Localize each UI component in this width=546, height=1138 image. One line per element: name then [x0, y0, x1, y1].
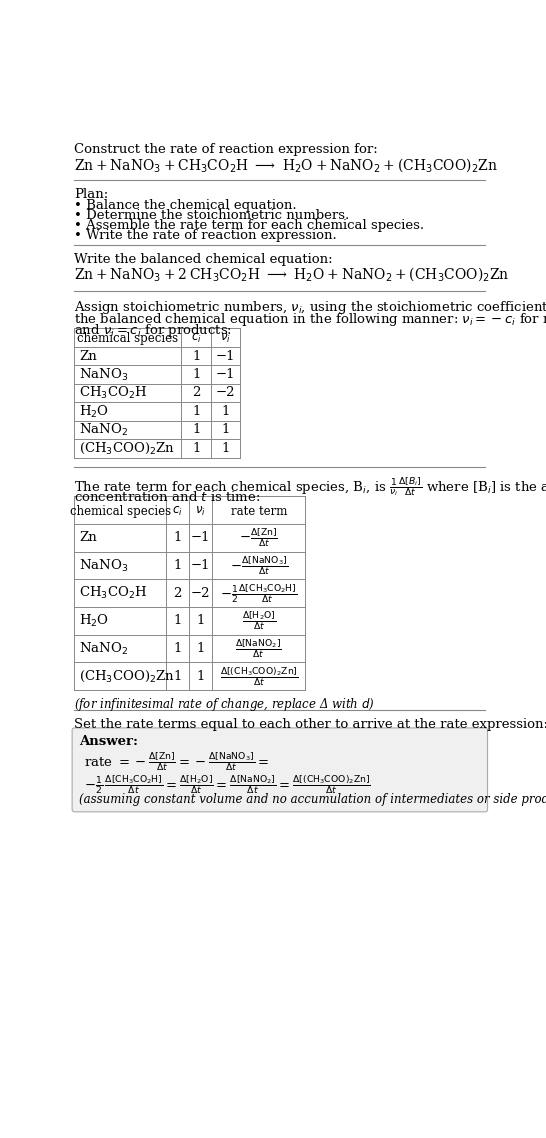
- Text: and $\nu_i = c_i$ for products:: and $\nu_i = c_i$ for products:: [74, 322, 233, 339]
- Text: Zn: Zn: [79, 531, 97, 544]
- Text: −1: −1: [191, 559, 211, 572]
- Text: −1: −1: [216, 368, 235, 381]
- Text: Zn + NaNO$_3$ + 2 CH$_3$CO$_2$H  ⟶  H$_2$O + NaNO$_2$ + (CH$_3$COO)$_2$Zn: Zn + NaNO$_3$ + 2 CH$_3$CO$_2$H ⟶ H$_2$O…: [74, 265, 510, 283]
- Text: $\frac{\Delta[\mathrm{(CH_3COO)_2Zn}]}{\Delta t}$: $\frac{\Delta[\mathrm{(CH_3COO)_2Zn}]}{\…: [219, 665, 298, 687]
- Text: Zn: Zn: [79, 349, 97, 363]
- Text: 1: 1: [192, 368, 200, 381]
- Text: (assuming constant volume and no accumulation of intermediates or side products): (assuming constant volume and no accumul…: [79, 793, 546, 807]
- Text: (CH$_3$COO)$_2$Zn: (CH$_3$COO)$_2$Zn: [79, 669, 175, 684]
- Text: $-\frac{1}{2}\,\frac{\Delta[\mathrm{CH_3CO_2H}]}{\Delta t} = \frac{\Delta[\mathr: $-\frac{1}{2}\,\frac{\Delta[\mathrm{CH_3…: [84, 774, 371, 797]
- Text: rate $= -\frac{\Delta[\mathrm{Zn}]}{\Delta t} = -\frac{\Delta[\mathrm{NaNO_3}]}{: rate $= -\frac{\Delta[\mathrm{Zn}]}{\Del…: [84, 750, 269, 773]
- Text: 1: 1: [173, 615, 182, 627]
- Text: NaNO$_3$: NaNO$_3$: [79, 366, 128, 382]
- Text: H$_2$O: H$_2$O: [79, 613, 109, 629]
- Text: −2: −2: [216, 387, 235, 399]
- Text: Zn + NaNO$_3$ + CH$_3$CO$_2$H  ⟶  H$_2$O + NaNO$_2$ + (CH$_3$COO)$_2$Zn: Zn + NaNO$_3$ + CH$_3$CO$_2$H ⟶ H$_2$O +…: [74, 156, 498, 174]
- Text: 1: 1: [192, 405, 200, 418]
- Text: $c_i$: $c_i$: [191, 332, 201, 345]
- Text: NaNO$_3$: NaNO$_3$: [79, 558, 128, 574]
- Text: 1: 1: [192, 442, 200, 455]
- Text: 1: 1: [197, 670, 205, 683]
- Text: CH$_3$CO$_2$H: CH$_3$CO$_2$H: [79, 585, 147, 601]
- Text: $c_i$: $c_i$: [172, 505, 183, 518]
- Text: 1: 1: [221, 442, 230, 455]
- FancyBboxPatch shape: [72, 728, 488, 811]
- Text: CH$_3$CO$_2$H: CH$_3$CO$_2$H: [79, 385, 147, 401]
- Text: chemical species: chemical species: [69, 505, 171, 518]
- Text: Construct the rate of reaction expression for:: Construct the rate of reaction expressio…: [74, 142, 378, 156]
- Text: Assign stoichiometric numbers, $\nu_i$, using the stoichiometric coefficients, $: Assign stoichiometric numbers, $\nu_i$, …: [74, 299, 546, 316]
- Text: −1: −1: [191, 531, 211, 544]
- Text: $-\frac{1}{2}\frac{\Delta[\mathrm{CH_3CO_2H}]}{\Delta t}$: $-\frac{1}{2}\frac{\Delta[\mathrm{CH_3CO…: [220, 582, 298, 604]
- Text: $\nu_i$: $\nu_i$: [220, 332, 231, 345]
- Text: Plan:: Plan:: [74, 188, 109, 201]
- Text: chemical species: chemical species: [78, 332, 179, 345]
- Text: $\nu_i$: $\nu_i$: [195, 505, 206, 518]
- Text: 2: 2: [192, 387, 200, 399]
- Text: −2: −2: [191, 587, 211, 600]
- Text: NaNO$_2$: NaNO$_2$: [79, 422, 128, 438]
- Text: 1: 1: [173, 531, 182, 544]
- Text: concentration and $t$ is time:: concentration and $t$ is time:: [74, 490, 261, 504]
- Text: 1: 1: [192, 423, 200, 437]
- Text: $-\frac{\Delta[\mathrm{Zn}]}{\Delta t}$: $-\frac{\Delta[\mathrm{Zn}]}{\Delta t}$: [240, 527, 278, 549]
- Text: $-\frac{\Delta[\mathrm{NaNO_3}]}{\Delta t}$: $-\frac{\Delta[\mathrm{NaNO_3}]}{\Delta …: [230, 554, 288, 577]
- Text: 1: 1: [173, 559, 182, 572]
- Text: 1: 1: [197, 615, 205, 627]
- Text: H$_2$O: H$_2$O: [79, 403, 109, 420]
- Text: 1: 1: [221, 405, 230, 418]
- Text: −1: −1: [216, 349, 235, 363]
- Text: Write the balanced chemical equation:: Write the balanced chemical equation:: [74, 253, 333, 266]
- Text: $\frac{\Delta[\mathrm{NaNO_2}]}{\Delta t}$: $\frac{\Delta[\mathrm{NaNO_2}]}{\Delta t…: [235, 637, 282, 660]
- Text: The rate term for each chemical species, B$_i$, is $\frac{1}{\nu_i}\frac{\Delta[: The rate term for each chemical species,…: [74, 475, 546, 497]
- Text: (CH$_3$COO)$_2$Zn: (CH$_3$COO)$_2$Zn: [79, 440, 175, 456]
- Text: • Balance the chemical equation.: • Balance the chemical equation.: [74, 199, 297, 212]
- Text: (for infinitesimal rate of change, replace Δ with $d$): (for infinitesimal rate of change, repla…: [74, 696, 375, 714]
- Text: 1: 1: [173, 642, 182, 655]
- Text: 1: 1: [192, 349, 200, 363]
- Text: rate term: rate term: [231, 505, 287, 518]
- Text: • Write the rate of reaction expression.: • Write the rate of reaction expression.: [74, 229, 337, 242]
- Text: the balanced chemical equation in the following manner: $\nu_i = -c_i$ for react: the balanced chemical equation in the fo…: [74, 311, 546, 328]
- Text: Answer:: Answer:: [79, 735, 138, 748]
- Text: $\frac{\Delta[\mathrm{H_2O}]}{\Delta t}$: $\frac{\Delta[\mathrm{H_2O}]}{\Delta t}$: [242, 610, 276, 633]
- Text: NaNO$_2$: NaNO$_2$: [79, 641, 128, 657]
- Text: • Determine the stoichiometric numbers.: • Determine the stoichiometric numbers.: [74, 209, 349, 222]
- Text: • Assemble the rate term for each chemical species.: • Assemble the rate term for each chemic…: [74, 218, 425, 232]
- Text: Set the rate terms equal to each other to arrive at the rate expression:: Set the rate terms equal to each other t…: [74, 718, 546, 731]
- Text: 2: 2: [173, 587, 182, 600]
- Text: 1: 1: [197, 642, 205, 655]
- Text: 1: 1: [221, 423, 230, 437]
- Text: 1: 1: [173, 670, 182, 683]
